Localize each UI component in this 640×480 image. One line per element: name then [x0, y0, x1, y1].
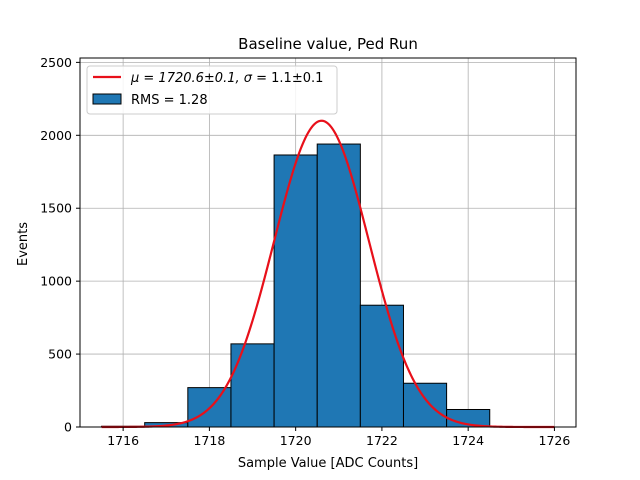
x-tick-label: 1718 [193, 433, 225, 448]
y-axis-label: Events [16, 222, 31, 266]
y-axis-ticks: 0 500 1000 1500 2000 2500 [40, 55, 80, 435]
legend-box [86, 65, 338, 115]
gaussian-fit-curve [101, 119, 555, 429]
x-tick-label: 1716 [107, 433, 139, 448]
x-axis-ticks: 1716 1718 1720 1722 1724 1726 [107, 427, 570, 448]
y-tick-label: 0 [64, 420, 72, 435]
legend-histogram-swatch [92, 93, 122, 105]
x-tick-label: 1720 [280, 433, 312, 448]
y-tick-label: 2000 [40, 128, 72, 143]
chart-title: Baseline value, Ped Run [238, 35, 418, 53]
legend-fit-mu-part: μ = 1720.6±0.1, [130, 71, 244, 86]
x-tick-label: 1724 [452, 433, 484, 448]
y-tick-label: 500 [48, 347, 72, 362]
histogram-bar [230, 343, 275, 428]
legend-fit-sigma-symbol: σ [244, 71, 253, 86]
legend-histogram-label: RMS = 1.28 [131, 93, 208, 108]
legend: μ = 1720.6±0.1, σ = 1.1±0.1 RMS = 1.28 [86, 65, 338, 115]
x-tick-label: 1722 [366, 433, 398, 448]
legend-fit-label: μ = 1720.6±0.1, σ = 1.1±0.1 [130, 71, 323, 86]
y-tick-label: 2500 [40, 55, 72, 70]
legend-fit-sigma-value: = 1.1±0.1 [252, 71, 323, 86]
histogram-bar [359, 304, 404, 428]
histogram-bars [101, 143, 491, 428]
y-tick-label: 1500 [40, 201, 72, 216]
axes-frame [79, 57, 577, 428]
histogram-bar [316, 143, 361, 428]
x-axis-label: Sample Value [ADC Counts] [238, 456, 418, 471]
x-tick-label: 1726 [539, 433, 571, 448]
histogram-bar [402, 382, 448, 428]
y-tick-label: 1000 [40, 274, 72, 289]
histogram-bar [273, 154, 318, 428]
